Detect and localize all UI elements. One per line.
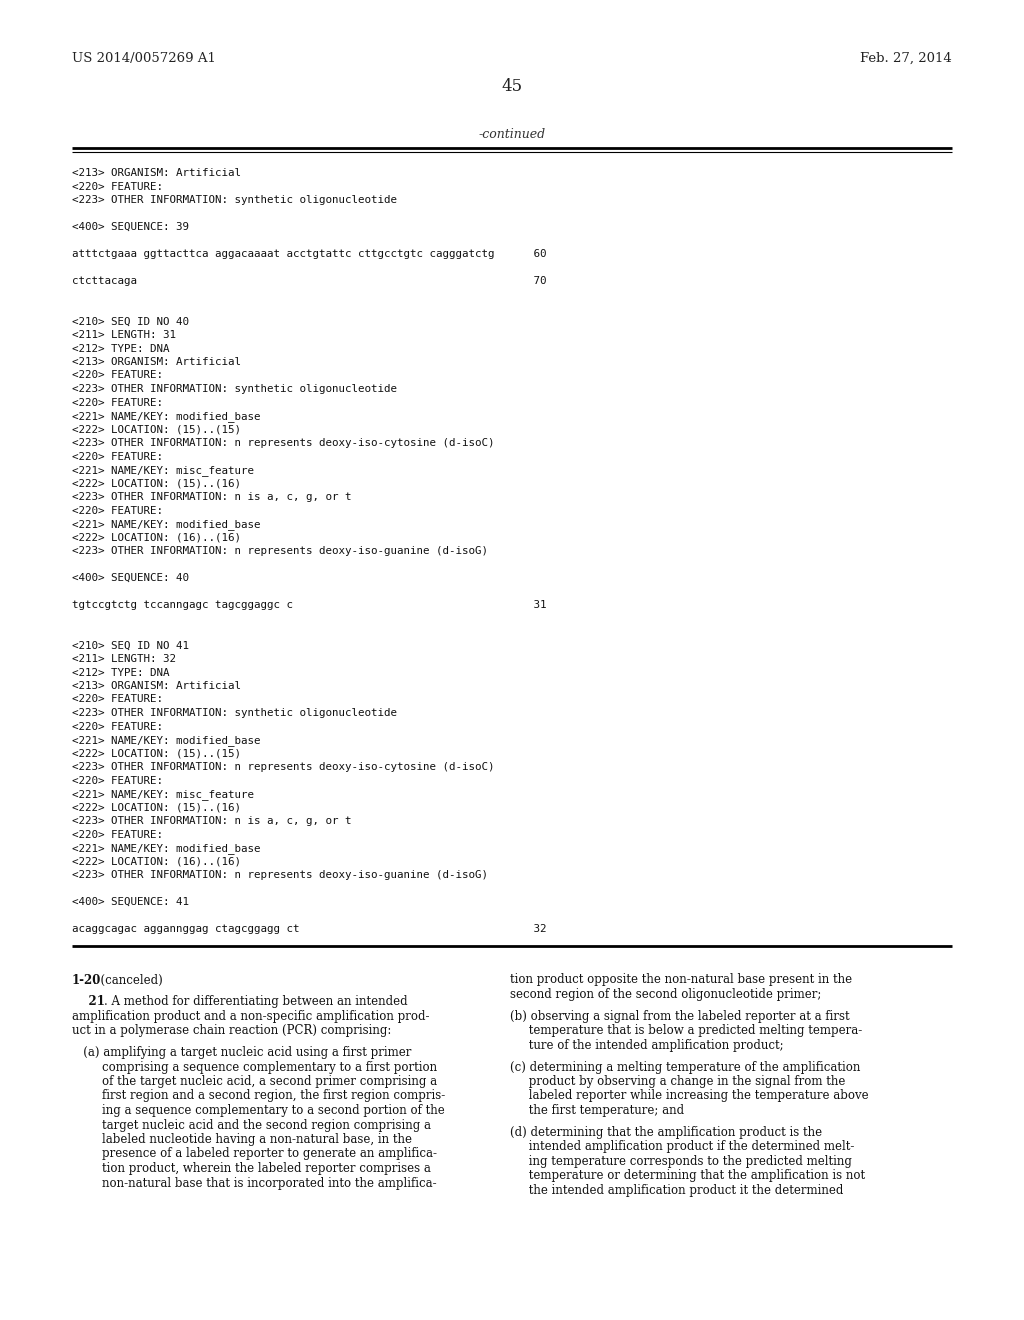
Text: <210> SEQ ID NO 40: <210> SEQ ID NO 40 (72, 317, 189, 326)
Text: US 2014/0057269 A1: US 2014/0057269 A1 (72, 51, 216, 65)
Text: <220> FEATURE:: <220> FEATURE: (72, 506, 163, 516)
Text: <221> NAME/KEY: misc_feature: <221> NAME/KEY: misc_feature (72, 789, 254, 800)
Text: labeled nucleotide having a non-natural base, in the: labeled nucleotide having a non-natural … (72, 1133, 412, 1146)
Text: acaggcagac aggannggag ctagcggagg ct                                    32: acaggcagac aggannggag ctagcggagg ct 32 (72, 924, 547, 935)
Text: (b) observing a signal from the labeled reporter at a first: (b) observing a signal from the labeled … (510, 1010, 850, 1023)
Text: <222> LOCATION: (15)..(15): <222> LOCATION: (15)..(15) (72, 425, 241, 434)
Text: <221> NAME/KEY: modified_base: <221> NAME/KEY: modified_base (72, 735, 260, 746)
Text: <221> NAME/KEY: modified_base: <221> NAME/KEY: modified_base (72, 411, 260, 422)
Text: <213> ORGANISM: Artificial: <213> ORGANISM: Artificial (72, 681, 241, 690)
Text: <223> OTHER INFORMATION: n is a, c, g, or t: <223> OTHER INFORMATION: n is a, c, g, o… (72, 492, 351, 502)
Text: <221> NAME/KEY: misc_feature: <221> NAME/KEY: misc_feature (72, 465, 254, 477)
Text: <220> FEATURE:: <220> FEATURE: (72, 829, 163, 840)
Text: second region of the second oligonucleotide primer;: second region of the second oligonucleot… (510, 987, 821, 1001)
Text: ture of the intended amplification product;: ture of the intended amplification produ… (510, 1039, 783, 1052)
Text: labeled reporter while increasing the temperature above: labeled reporter while increasing the te… (510, 1089, 868, 1102)
Text: <223> OTHER INFORMATION: synthetic oligonucleotide: <223> OTHER INFORMATION: synthetic oligo… (72, 195, 397, 205)
Text: the intended amplification product it the determined: the intended amplification product it th… (510, 1184, 844, 1197)
Text: <222> LOCATION: (15)..(16): <222> LOCATION: (15)..(16) (72, 479, 241, 488)
Text: <400> SEQUENCE: 39: <400> SEQUENCE: 39 (72, 222, 189, 232)
Text: tion product, wherein the labeled reporter comprises a: tion product, wherein the labeled report… (72, 1162, 431, 1175)
Text: <223> OTHER INFORMATION: n represents deoxy-iso-cytosine (d-isoC): <223> OTHER INFORMATION: n represents de… (72, 762, 495, 772)
Text: <220> FEATURE:: <220> FEATURE: (72, 722, 163, 731)
Text: <220> FEATURE:: <220> FEATURE: (72, 181, 163, 191)
Text: <212> TYPE: DNA: <212> TYPE: DNA (72, 343, 170, 354)
Text: 21: 21 (72, 995, 104, 1008)
Text: ing temperature corresponds to the predicted melting: ing temperature corresponds to the predi… (510, 1155, 852, 1168)
Text: presence of a labeled reporter to generate an amplifica-: presence of a labeled reporter to genera… (72, 1147, 437, 1160)
Text: amplification product and a non-specific amplification prod-: amplification product and a non-specific… (72, 1010, 429, 1023)
Text: <400> SEQUENCE: 40: <400> SEQUENCE: 40 (72, 573, 189, 583)
Text: <223> OTHER INFORMATION: synthetic oligonucleotide: <223> OTHER INFORMATION: synthetic oligo… (72, 708, 397, 718)
Text: <223> OTHER INFORMATION: synthetic oligonucleotide: <223> OTHER INFORMATION: synthetic oligo… (72, 384, 397, 393)
Text: product by observing a change in the signal from the: product by observing a change in the sig… (510, 1074, 846, 1088)
Text: <400> SEQUENCE: 41: <400> SEQUENCE: 41 (72, 898, 189, 907)
Text: <220> FEATURE:: <220> FEATURE: (72, 776, 163, 785)
Text: ing a sequence complementary to a second portion of the: ing a sequence complementary to a second… (72, 1104, 444, 1117)
Text: <222> LOCATION: (15)..(16): <222> LOCATION: (15)..(16) (72, 803, 241, 813)
Text: -continued: -continued (478, 128, 546, 141)
Text: Feb. 27, 2014: Feb. 27, 2014 (860, 51, 952, 65)
Text: (c) determining a melting temperature of the amplification: (c) determining a melting temperature of… (510, 1060, 860, 1073)
Text: non-natural base that is incorporated into the amplifica-: non-natural base that is incorporated in… (72, 1176, 436, 1189)
Text: tgtccgtctg tccanngagc tagcggaggc c                                     31: tgtccgtctg tccanngagc tagcggaggc c 31 (72, 601, 547, 610)
Text: <210> SEQ ID NO 41: <210> SEQ ID NO 41 (72, 640, 189, 651)
Text: <213> ORGANISM: Artificial: <213> ORGANISM: Artificial (72, 168, 241, 178)
Text: <220> FEATURE:: <220> FEATURE: (72, 397, 163, 408)
Text: <212> TYPE: DNA: <212> TYPE: DNA (72, 668, 170, 677)
Text: comprising a sequence complementary to a first portion: comprising a sequence complementary to a… (72, 1060, 437, 1073)
Text: <211> LENGTH: 31: <211> LENGTH: 31 (72, 330, 176, 341)
Text: <223> OTHER INFORMATION: n is a, c, g, or t: <223> OTHER INFORMATION: n is a, c, g, o… (72, 816, 351, 826)
Text: atttctgaaa ggttacttca aggacaaaat acctgtattc cttgcctgtc cagggatctg      60: atttctgaaa ggttacttca aggacaaaat acctgta… (72, 249, 547, 259)
Text: of the target nucleic acid, a second primer comprising a: of the target nucleic acid, a second pri… (72, 1074, 437, 1088)
Text: <221> NAME/KEY: modified_base: <221> NAME/KEY: modified_base (72, 843, 260, 854)
Text: temperature that is below a predicted melting tempera-: temperature that is below a predicted me… (510, 1024, 862, 1038)
Text: <213> ORGANISM: Artificial: <213> ORGANISM: Artificial (72, 356, 241, 367)
Text: (a) amplifying a target nucleic acid using a first primer: (a) amplifying a target nucleic acid usi… (72, 1045, 412, 1059)
Text: <220> FEATURE:: <220> FEATURE: (72, 694, 163, 705)
Text: <211> LENGTH: 32: <211> LENGTH: 32 (72, 653, 176, 664)
Text: <223> OTHER INFORMATION: n represents deoxy-iso-guanine (d-isoG): <223> OTHER INFORMATION: n represents de… (72, 870, 488, 880)
Text: intended amplification product if the determined melt-: intended amplification product if the de… (510, 1140, 854, 1154)
Text: 1-20: 1-20 (72, 974, 101, 986)
Text: <222> LOCATION: (16)..(16): <222> LOCATION: (16)..(16) (72, 857, 241, 866)
Text: uct in a polymerase chain reaction (PCR) comprising:: uct in a polymerase chain reaction (PCR)… (72, 1024, 391, 1038)
Text: target nucleic acid and the second region comprising a: target nucleic acid and the second regio… (72, 1118, 431, 1131)
Text: the first temperature; and: the first temperature; and (510, 1104, 684, 1117)
Text: <222> LOCATION: (15)..(15): <222> LOCATION: (15)..(15) (72, 748, 241, 759)
Text: <223> OTHER INFORMATION: n represents deoxy-iso-cytosine (d-isoC): <223> OTHER INFORMATION: n represents de… (72, 438, 495, 447)
Text: <222> LOCATION: (16)..(16): <222> LOCATION: (16)..(16) (72, 532, 241, 543)
Text: 45: 45 (502, 78, 522, 95)
Text: <220> FEATURE:: <220> FEATURE: (72, 451, 163, 462)
Text: . (canceled): . (canceled) (93, 974, 163, 986)
Text: (d) determining that the amplification product is the: (d) determining that the amplification p… (510, 1126, 822, 1139)
Text: <221> NAME/KEY: modified_base: <221> NAME/KEY: modified_base (72, 519, 260, 529)
Text: <223> OTHER INFORMATION: n represents deoxy-iso-guanine (d-isoG): <223> OTHER INFORMATION: n represents de… (72, 546, 488, 556)
Text: first region and a second region, the first region compris-: first region and a second region, the fi… (72, 1089, 445, 1102)
Text: <220> FEATURE:: <220> FEATURE: (72, 371, 163, 380)
Text: ctcttacaga                                                             70: ctcttacaga 70 (72, 276, 547, 286)
Text: tion product opposite the non-natural base present in the: tion product opposite the non-natural ba… (510, 974, 852, 986)
Text: temperature or determining that the amplification is not: temperature or determining that the ampl… (510, 1170, 865, 1183)
Text: . A method for differentiating between an intended: . A method for differentiating between a… (103, 995, 408, 1008)
